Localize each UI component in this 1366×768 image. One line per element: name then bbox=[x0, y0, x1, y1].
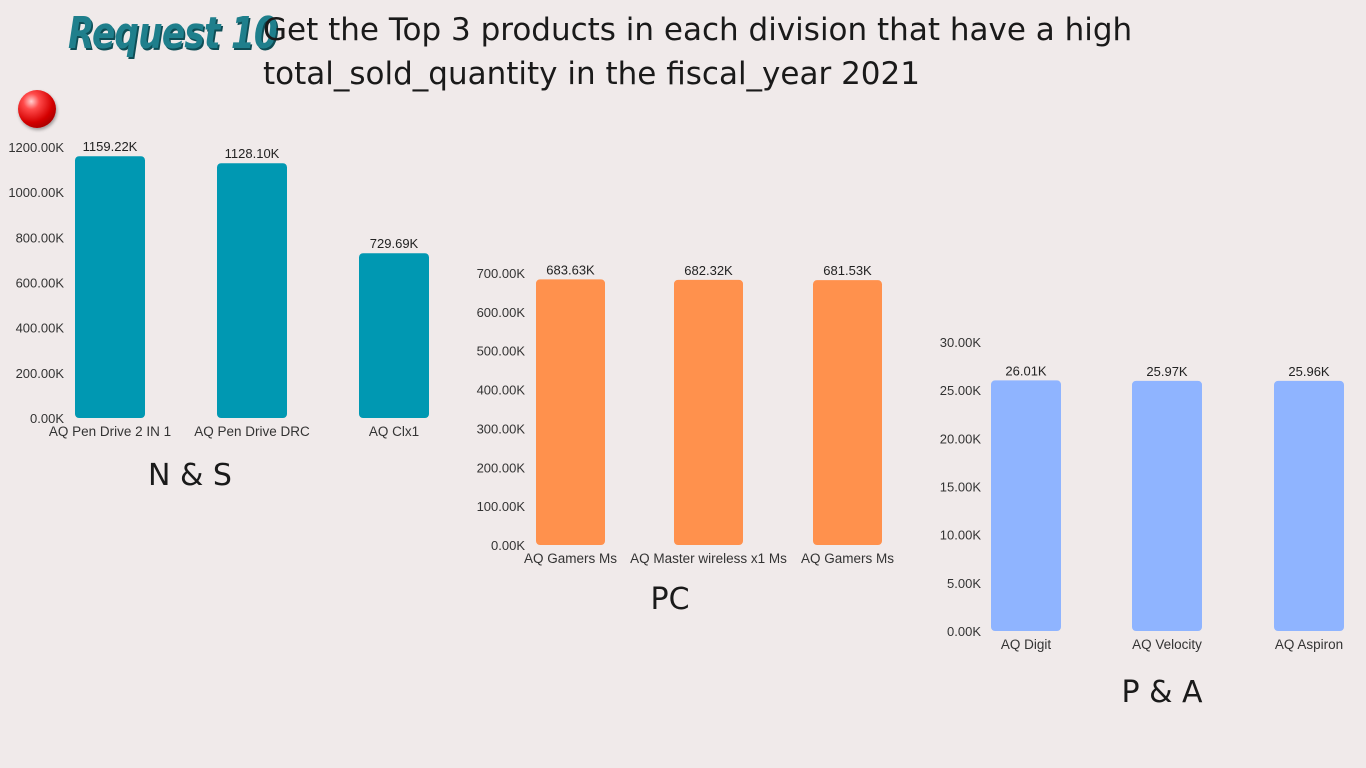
y-tick-label: 700.00K bbox=[477, 266, 526, 281]
data-label: 25.97K bbox=[1146, 364, 1188, 379]
question-heading: Get the Top 3 products in each division … bbox=[263, 12, 1133, 92]
y-tick-label: 100.00K bbox=[477, 499, 526, 514]
data-label: 1159.22K bbox=[83, 139, 138, 154]
bar bbox=[217, 163, 287, 418]
bar bbox=[1274, 380, 1344, 631]
category-label: AQ Aspiron bbox=[1275, 637, 1343, 652]
category-label: AQ Pen Drive 2 IN 1 bbox=[49, 424, 171, 439]
data-label: 1128.10K bbox=[225, 146, 280, 161]
y-tick-label: 5.00K bbox=[947, 576, 981, 591]
y-tick-label: 30.00K bbox=[940, 335, 982, 350]
request-title: Request 10 bbox=[68, 8, 278, 59]
red-ball-icon bbox=[18, 90, 56, 128]
data-label: 682.32K bbox=[684, 263, 733, 278]
bar bbox=[991, 380, 1061, 631]
bar bbox=[359, 253, 429, 418]
division-label-n-and-s: N & S bbox=[148, 458, 232, 493]
y-tick-label: 200.00K bbox=[477, 460, 526, 475]
y-tick-label: 800.00K bbox=[16, 230, 65, 245]
data-label: 683.63K bbox=[546, 262, 595, 277]
y-tick-label: 25.00K bbox=[940, 383, 982, 398]
y-tick-label: 0.00K bbox=[947, 624, 981, 639]
category-label: AQ Gamers Ms bbox=[801, 551, 894, 566]
category-label: AQ Digit bbox=[1001, 637, 1052, 652]
y-tick-label: 300.00K bbox=[477, 421, 526, 436]
chart-n-and-s: 0.00K 200.00K 400.00K 600.00K 800.00K 1000.00… bbox=[8, 139, 429, 439]
bar bbox=[75, 156, 145, 419]
category-label: AQ Pen Drive DRC bbox=[194, 424, 310, 439]
y-tick-label: 400.00K bbox=[16, 321, 65, 336]
category-label: AQ Gamers Ms bbox=[524, 551, 617, 566]
y-tick-label: 20.00K bbox=[940, 431, 982, 446]
bar bbox=[536, 279, 605, 545]
chart-p-and-a: 0.00K 5.00K 10.00K 15.00K 20.00K 25.00K 30.00K… bbox=[940, 335, 1344, 652]
y-tick-label: 200.00K bbox=[16, 366, 65, 381]
y-tick-label: 500.00K bbox=[477, 344, 526, 359]
bar bbox=[1132, 380, 1202, 631]
bar bbox=[674, 279, 743, 545]
category-label: AQ Velocity bbox=[1132, 637, 1202, 652]
y-tick-label: 15.00K bbox=[940, 480, 982, 495]
data-label: 25.96K bbox=[1288, 364, 1330, 379]
data-label: 729.69K bbox=[370, 236, 419, 251]
y-tick-label: 600.00K bbox=[16, 276, 65, 291]
y-tick-label: 10.00K bbox=[940, 528, 982, 543]
y-tick-label: 400.00K bbox=[477, 383, 526, 398]
y-tick-label: 1000.00K bbox=[8, 185, 64, 200]
y-tick-label: 0.00K bbox=[30, 411, 64, 426]
division-label-p-and-a: P & A bbox=[1121, 675, 1203, 710]
category-label: AQ Clx1 bbox=[369, 424, 419, 439]
y-tick-label: 600.00K bbox=[477, 305, 526, 320]
category-label: AQ Master wireless x1 Ms bbox=[630, 551, 787, 566]
bar bbox=[813, 280, 882, 545]
chart-pc: 0.00K 100.00K 200.00K 300.00K 400.00K 500.00K… bbox=[477, 262, 895, 566]
data-label: 26.01K bbox=[1005, 363, 1047, 378]
y-tick-label: 1200.00K bbox=[8, 140, 64, 155]
y-tick-label: 0.00K bbox=[491, 538, 525, 553]
division-label-pc: PC bbox=[650, 582, 690, 617]
data-label: 681.53K bbox=[823, 263, 872, 278]
